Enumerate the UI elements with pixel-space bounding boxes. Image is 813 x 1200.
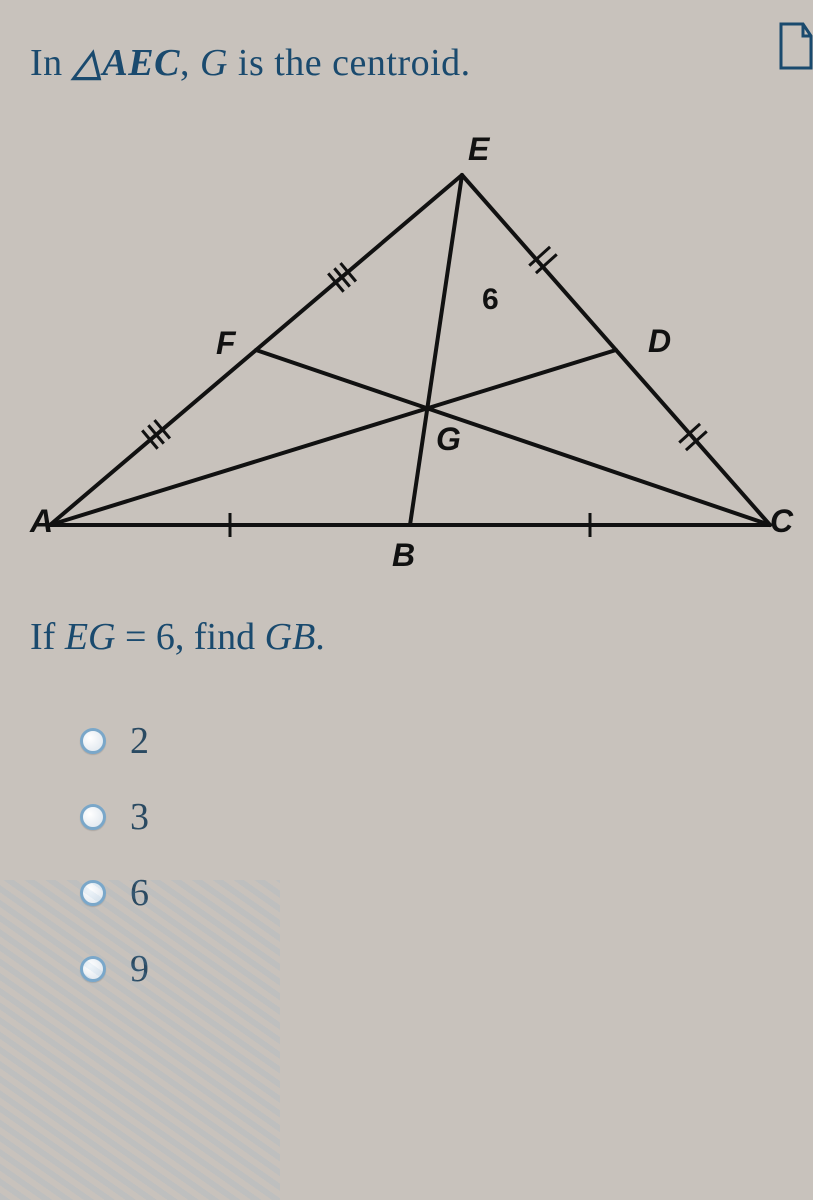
label-B: B — [392, 537, 415, 574]
label-G: G — [436, 421, 461, 458]
label-D: D — [648, 323, 671, 360]
q-eq: = — [115, 616, 155, 658]
radio-icon[interactable] — [80, 804, 106, 830]
q-rhs: 6 — [156, 616, 175, 658]
radio-icon[interactable] — [80, 728, 106, 754]
triangle-symbol: △ — [73, 42, 103, 84]
prompt-suffix: is the centroid. — [228, 42, 471, 84]
q-lhs: EG — [65, 616, 116, 658]
centroid-var: G — [200, 42, 228, 84]
label-F: F — [216, 325, 236, 362]
radio-icon[interactable] — [80, 880, 106, 906]
q-suffix: . — [315, 616, 325, 658]
triangle-name: AEC — [102, 42, 180, 84]
centroid-diagram: A E C B F D G 6 — [30, 125, 790, 585]
option-row[interactable]: 3 — [80, 795, 783, 839]
page-corner-icon — [779, 22, 813, 70]
prompt-prefix: In — [30, 42, 73, 84]
option-label: 6 — [130, 871, 149, 915]
label-E: E — [468, 131, 489, 168]
prompt-sep: , — [180, 42, 200, 84]
option-label: 2 — [130, 719, 149, 763]
question-text: If EG = 6, find GB. — [30, 615, 783, 659]
option-label: 3 — [130, 795, 149, 839]
prompt-text: In △AEC, G is the centroid. — [30, 40, 783, 85]
answer-options: 2 3 6 9 — [80, 719, 783, 991]
segment-value-EG: 6 — [482, 283, 499, 317]
q-sep: , find — [175, 616, 265, 658]
option-row[interactable]: 2 — [80, 719, 783, 763]
option-label: 9 — [130, 947, 149, 991]
label-A: A — [30, 503, 53, 540]
diagram-svg — [30, 125, 790, 585]
option-row[interactable]: 6 — [80, 871, 783, 915]
q-prefix: If — [30, 616, 65, 658]
option-row[interactable]: 9 — [80, 947, 783, 991]
radio-icon[interactable] — [80, 956, 106, 982]
label-C: C — [770, 503, 793, 540]
q-target: GB — [265, 616, 316, 658]
question-page: In △AEC, G is the centroid. — [0, 0, 813, 1200]
